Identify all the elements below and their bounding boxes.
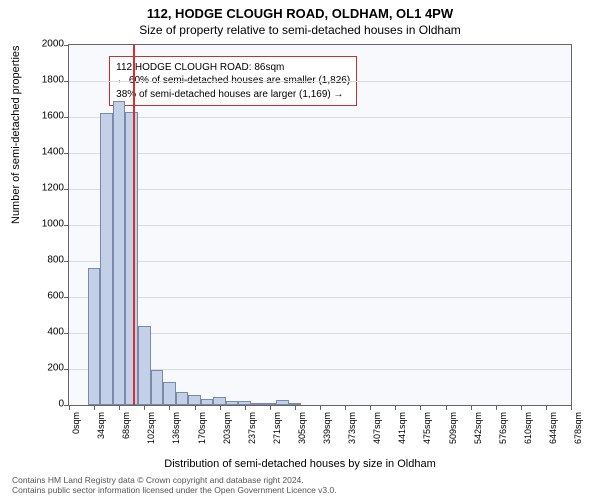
x-tick-mark xyxy=(295,405,296,410)
x-tick-mark xyxy=(119,405,120,410)
x-tick-mark xyxy=(144,405,145,410)
histogram-bar xyxy=(201,399,214,405)
x-tick-mark xyxy=(270,405,271,410)
x-tick-mark xyxy=(571,405,572,410)
x-tick-label: 102sqm xyxy=(146,412,156,444)
gridline xyxy=(69,81,571,82)
y-tick-mark xyxy=(64,297,69,298)
x-tick-mark xyxy=(94,405,95,410)
y-tick-mark xyxy=(64,369,69,370)
x-tick-label: 373sqm xyxy=(347,412,357,444)
histogram-bar xyxy=(226,401,239,405)
x-tick-label: 610sqm xyxy=(523,412,533,444)
footer: Contains HM Land Registry data © Crown c… xyxy=(12,475,337,496)
x-tick-mark xyxy=(345,405,346,410)
container: 112, HODGE CLOUGH ROAD, OLDHAM, OL1 4PW … xyxy=(0,0,600,500)
x-tick-mark xyxy=(546,405,547,410)
y-tick-mark xyxy=(64,81,69,82)
gridline xyxy=(69,225,571,226)
x-tick-label: 339sqm xyxy=(322,412,332,444)
histogram-bar xyxy=(125,112,138,405)
x-tick-label: 542sqm xyxy=(473,412,483,444)
x-tick-label: 678sqm xyxy=(573,412,583,444)
x-tick-label: 136sqm xyxy=(171,412,181,444)
gridline xyxy=(69,117,571,118)
page-subtitle: Size of property relative to semi-detach… xyxy=(0,21,600,37)
x-tick-mark xyxy=(395,405,396,410)
x-tick-label: 644sqm xyxy=(548,412,558,444)
x-tick-label: 68sqm xyxy=(121,412,131,439)
x-tick-mark xyxy=(320,405,321,410)
x-tick-label: 170sqm xyxy=(197,412,207,444)
y-tick-label: 200 xyxy=(34,363,64,374)
y-tick-mark xyxy=(64,117,69,118)
x-axis-label: Distribution of semi-detached houses by … xyxy=(0,458,600,470)
x-tick-label: 203sqm xyxy=(222,412,232,444)
marker-line xyxy=(133,45,135,405)
x-tick-mark xyxy=(370,405,371,410)
y-axis-label: Number of semi-detached properties xyxy=(10,45,22,224)
x-tick-mark xyxy=(169,405,170,410)
histogram-bar xyxy=(113,101,126,405)
histogram-bar xyxy=(151,370,164,405)
histogram-bar xyxy=(213,397,226,405)
histogram-bar xyxy=(188,395,201,405)
x-tick-label: 576sqm xyxy=(498,412,508,444)
x-tick-mark xyxy=(195,405,196,410)
gridline xyxy=(69,189,571,190)
y-tick-label: 800 xyxy=(34,255,64,266)
x-tick-mark xyxy=(69,405,70,410)
footer-line: Contains HM Land Registry data © Crown c… xyxy=(12,475,337,486)
histogram-bar xyxy=(163,382,176,405)
gridline xyxy=(69,297,571,298)
x-tick-label: 509sqm xyxy=(448,412,458,444)
y-tick-mark xyxy=(64,45,69,46)
y-tick-mark xyxy=(64,189,69,190)
y-tick-label: 1000 xyxy=(34,219,64,230)
gridline xyxy=(69,261,571,262)
gridline xyxy=(69,153,571,154)
x-tick-mark xyxy=(220,405,221,410)
histogram-bar xyxy=(138,326,151,405)
histogram-bar xyxy=(100,113,113,405)
x-tick-mark xyxy=(245,405,246,410)
y-tick-label: 1200 xyxy=(34,183,64,194)
y-tick-label: 2000 xyxy=(34,39,64,50)
x-tick-mark xyxy=(420,405,421,410)
x-tick-mark xyxy=(521,405,522,410)
x-tick-label: 407sqm xyxy=(372,412,382,444)
page-title: 112, HODGE CLOUGH ROAD, OLDHAM, OL1 4PW xyxy=(0,0,600,21)
y-tick-label: 600 xyxy=(34,291,64,302)
x-tick-label: 0sqm xyxy=(71,412,81,434)
y-tick-mark xyxy=(64,225,69,226)
x-tick-label: 237sqm xyxy=(247,412,257,444)
y-tick-mark xyxy=(64,153,69,154)
y-tick-label: 1600 xyxy=(34,111,64,122)
x-tick-label: 475sqm xyxy=(422,412,432,444)
footer-line: Contains public sector information licen… xyxy=(12,485,337,496)
x-tick-label: 34sqm xyxy=(96,412,106,439)
histogram-bar xyxy=(251,403,264,405)
y-tick-label: 1800 xyxy=(34,75,64,86)
x-tick-mark xyxy=(496,405,497,410)
y-tick-label: 1400 xyxy=(34,147,64,158)
y-tick-label: 400 xyxy=(34,327,64,338)
chart-area: 112 HODGE CLOUGH ROAD: 86sqm ← 60% of se… xyxy=(68,44,572,406)
x-tick-label: 305sqm xyxy=(297,412,307,444)
histogram-bar xyxy=(176,392,189,405)
x-tick-label: 271sqm xyxy=(272,412,282,444)
x-tick-mark xyxy=(446,405,447,410)
x-tick-label: 441sqm xyxy=(397,412,407,444)
annotation-line: 38% of semi-detached houses are larger (… xyxy=(116,88,350,102)
annotation-line: 112 HODGE CLOUGH ROAD: 86sqm xyxy=(116,61,350,75)
histogram-bar xyxy=(88,268,101,405)
y-tick-mark xyxy=(64,333,69,334)
histogram-bar xyxy=(276,400,289,405)
y-tick-mark xyxy=(64,261,69,262)
y-tick-label: 0 xyxy=(34,399,64,410)
x-tick-mark xyxy=(471,405,472,410)
